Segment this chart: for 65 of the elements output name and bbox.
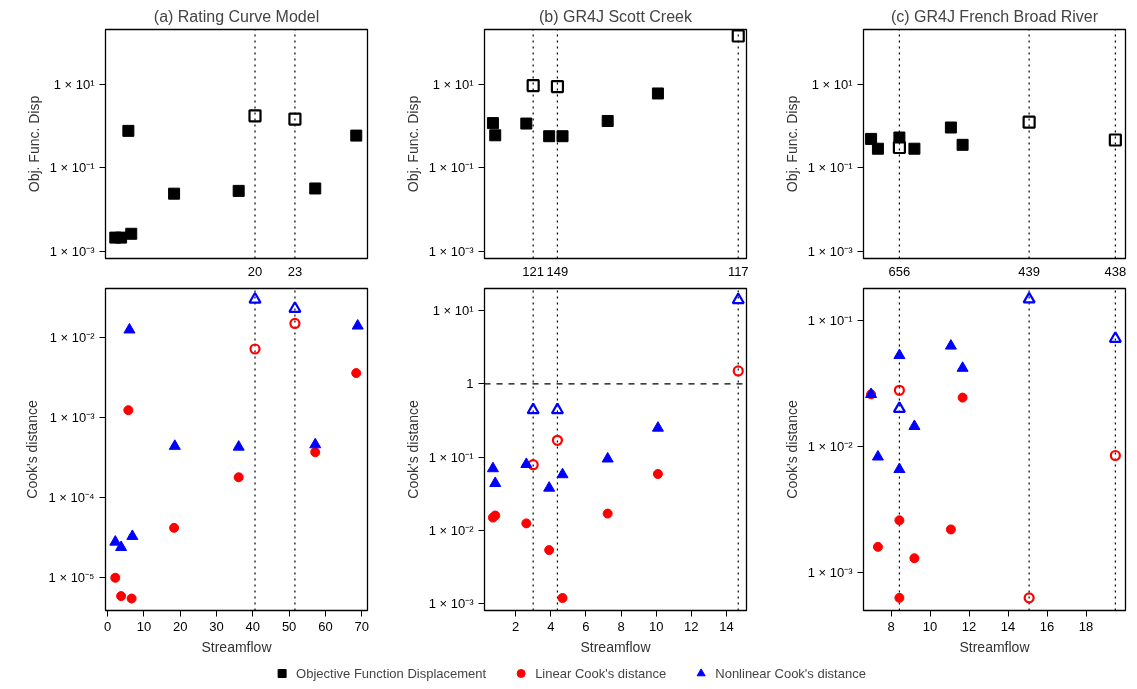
y-tick-label: 1 × 10¹ (432, 303, 475, 319)
x-axis-title: Streamflow (201, 638, 273, 655)
legend-label: Objective Function Displacement (296, 665, 487, 681)
text: 438 (1104, 263, 1127, 279)
y-tick-label: 1 × 10⁻³ (807, 243, 854, 259)
x-tick-label: 12 (961, 618, 977, 634)
x-tick-label: 10 (136, 618, 152, 634)
x-tick-label: 10 (648, 618, 664, 634)
x-tick-label: 20 (173, 618, 188, 634)
y-axis-title: Cook's distance (24, 400, 41, 499)
text: 117 (727, 263, 749, 279)
x-tick-label: 18 (1078, 618, 1094, 634)
x-tick-label: 50 (281, 618, 297, 634)
text: 149 (546, 263, 569, 279)
y-tick-label: 1 × 10⁻² (49, 330, 96, 346)
x-tick-label: 14 (1000, 618, 1016, 634)
chart-title: (b) GR4J Scott Creek (539, 7, 693, 25)
y-tick-label: 1 × 10⁻¹ (807, 313, 854, 329)
y-axis-title: Obj. Func. Disp (783, 95, 800, 193)
y-tick-label: 1 × 10⁻³ (428, 243, 475, 259)
y-axis-title: Obj. Func. Disp (25, 95, 42, 193)
y-tick-label: 1 × 10⁻¹ (428, 449, 475, 465)
y-tick-label: 1 × 10⁻³ (49, 243, 96, 259)
x-tick-label: 12 (684, 618, 699, 634)
y-tick-label: 1 × 10⁻² (428, 522, 475, 538)
x-tick-label: 16 (1039, 618, 1055, 634)
y-axis-title: Cook's distance (783, 400, 800, 499)
x-tick-label: 60 (318, 618, 333, 634)
x-tick-label: 30 (209, 618, 224, 634)
y-tick-label: 1 × 10⁻² (807, 439, 854, 455)
text: 20 (247, 263, 263, 279)
y-tick-label: 1 × 10⁻³ (428, 596, 475, 612)
y-tick-label: 1 × 10¹ (811, 77, 854, 93)
x-axis-title: Streamflow (959, 638, 1031, 655)
y-axis-title: Obj. Func. Disp (404, 95, 421, 193)
legend-label: Linear Cook's distance (535, 665, 667, 681)
y-tick-label: 1 × 10⁻⁴ (48, 490, 95, 506)
y-tick-label: 1 × 10⁻¹ (807, 160, 854, 176)
y-axis-title: Cook's distance (404, 400, 421, 499)
x-tick-label: 40 (245, 618, 261, 634)
x-tick-label: 70 (354, 618, 369, 634)
y-tick-label: 1 × 10⁻³ (49, 410, 96, 426)
x-tick-label: 4 (547, 618, 555, 634)
text: 121 (522, 263, 545, 279)
chart-title: (a) Rating Curve Model (153, 7, 320, 25)
x-tick-label: 14 (719, 618, 734, 634)
text: 439 (1018, 263, 1040, 279)
y-tick-label: 1 × 10¹ (53, 77, 96, 93)
x-tick-label: 2 (511, 618, 520, 634)
x-axis-title: Streamflow (580, 638, 652, 655)
x-tick-label: 8 (887, 618, 895, 634)
y-tick-label: 1 × 10⁻¹ (428, 160, 475, 176)
legend-label: Nonlinear Cook's distance (715, 665, 866, 681)
y-tick-label: 1 (466, 376, 474, 392)
x-tick-label: 8 (617, 618, 625, 634)
text: 23 (287, 263, 303, 279)
x-tick-label: 6 (582, 618, 590, 634)
y-tick-label: 1 × 10⁻¹ (49, 160, 96, 176)
x-tick-label: 10 (922, 618, 938, 634)
y-tick-label: 1 × 10⁻³ (807, 565, 854, 581)
chart-title: (c) GR4J French Broad River (890, 7, 1099, 25)
x-tick-label: 0 (104, 618, 112, 634)
text: 656 (888, 263, 911, 279)
y-tick-label: 1 × 10¹ (432, 77, 475, 93)
y-tick-label: 1 × 10⁻⁵ (48, 570, 95, 586)
